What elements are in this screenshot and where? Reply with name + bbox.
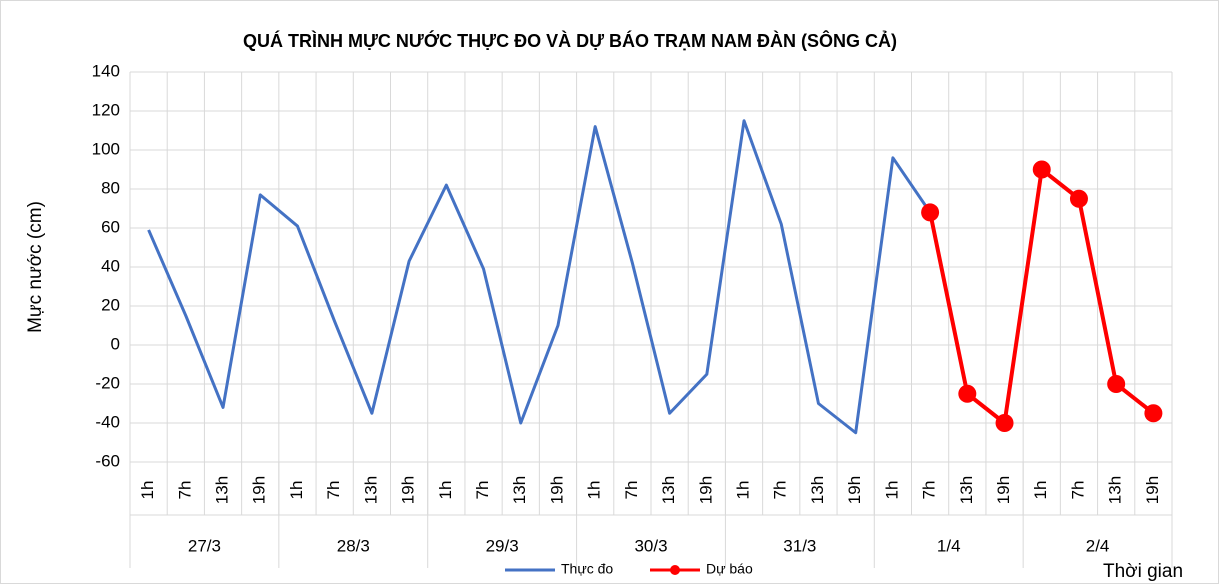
x-tick-label: 13h <box>361 476 380 504</box>
y-axis-label: Mực nước (cm) <box>25 201 46 333</box>
y-tick-label: 60 <box>101 217 120 236</box>
series-marker <box>1107 375 1126 393</box>
x-axis-label: Thời gian <box>1103 561 1183 582</box>
y-tick-label: 0 <box>111 334 120 353</box>
x-tick-label: 1h <box>882 481 901 500</box>
x-tick-label: 13h <box>957 476 976 504</box>
x-tick-label: 19h <box>845 476 864 504</box>
series-marker <box>921 203 940 222</box>
x-tick-label: 19h <box>994 476 1013 504</box>
series-marker <box>958 384 977 403</box>
y-tick-label: 80 <box>101 178 120 197</box>
x-tick-label: 1h <box>138 481 157 500</box>
x-tick-label: 13h <box>510 476 529 504</box>
x-tick-label: 7h <box>771 481 790 500</box>
x-tick-label: 1h <box>436 481 455 500</box>
x-tick-label: 13h <box>213 476 232 504</box>
group-label: 2/4 <box>1086 536 1110 555</box>
x-tick-label: 1h <box>585 481 604 500</box>
y-tick-label: 20 <box>101 295 120 314</box>
series-line <box>147 119 932 435</box>
x-tick-label: 7h <box>175 481 194 500</box>
legend-label: Thực đo <box>561 561 613 577</box>
x-tick-label: 1h <box>287 481 306 500</box>
group-label: 1/4 <box>937 536 961 555</box>
x-tick-label: 7h <box>622 481 641 500</box>
x-tick-label: 7h <box>1068 481 1087 500</box>
x-tick-label: 7h <box>324 481 343 500</box>
series-marker <box>1032 160 1051 179</box>
y-tick-label: -20 <box>95 373 120 392</box>
series-marker <box>1069 189 1088 208</box>
x-tick-label: 13h <box>659 476 678 504</box>
group-label: 31/3 <box>783 536 816 555</box>
series-marker <box>1144 404 1163 423</box>
y-tick-label: 120 <box>92 100 120 119</box>
chart-title: QUÁ TRÌNH MỰC NƯỚC THỰC ĐO VÀ DỰ BÁO TRẠ… <box>243 30 897 51</box>
legend-label: Dự báo <box>706 561 753 577</box>
y-tick-label: 100 <box>92 139 120 158</box>
y-tick-label: -40 <box>95 412 120 431</box>
legend-marker <box>670 565 680 575</box>
group-label: 29/3 <box>486 536 519 555</box>
x-tick-label: 19h <box>1143 476 1162 504</box>
group-label: 27/3 <box>188 536 221 555</box>
x-tick-label: 19h <box>399 476 418 504</box>
x-tick-label: 13h <box>1106 476 1125 504</box>
x-tick-label: 7h <box>473 481 492 500</box>
group-label: 28/3 <box>337 536 370 555</box>
y-tick-label: 40 <box>101 256 120 275</box>
x-tick-label: 1h <box>1031 481 1050 500</box>
x-tick-label: 1h <box>734 481 753 500</box>
series-marker <box>995 414 1014 432</box>
x-tick-label: 7h <box>920 481 939 500</box>
x-tick-label: 13h <box>808 476 827 504</box>
y-tick-label: 140 <box>92 61 120 80</box>
y-tick-label: -60 <box>95 451 120 470</box>
x-tick-label: 19h <box>250 476 269 504</box>
x-tick-label: 19h <box>696 476 715 504</box>
group-label: 30/3 <box>634 536 667 555</box>
x-tick-label: 19h <box>547 476 566 504</box>
